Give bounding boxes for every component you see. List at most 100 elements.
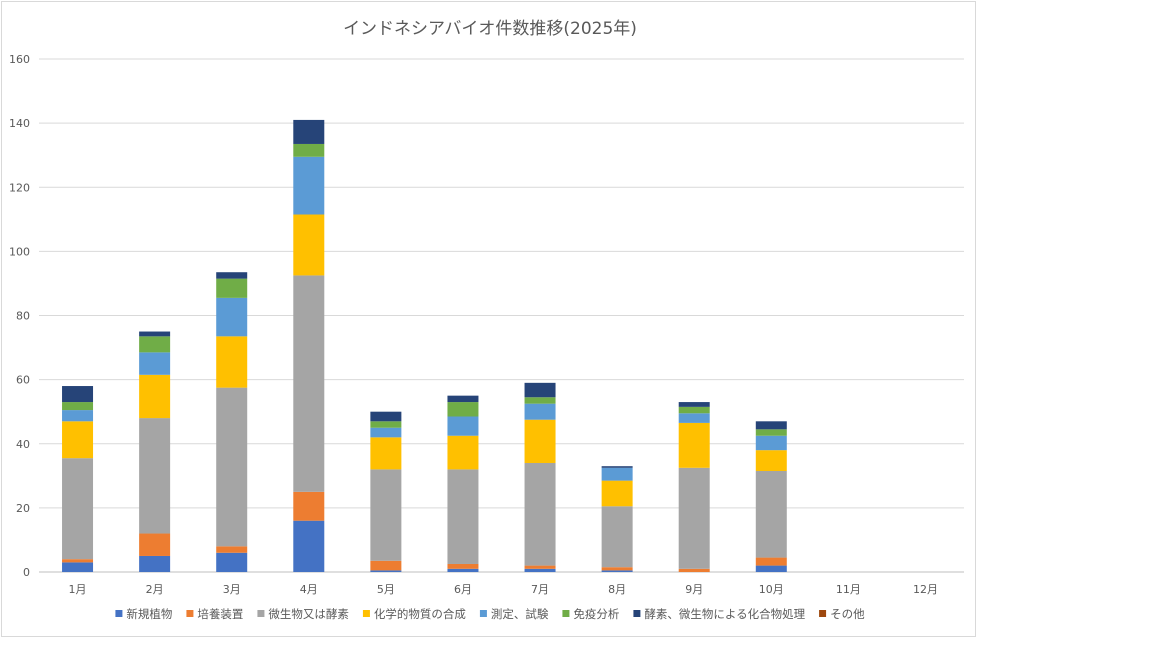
bars [62, 119, 787, 572]
bar-segment [370, 437, 402, 470]
y-tick-label: 160 [9, 53, 30, 66]
legend-label: 新規植物 [126, 607, 172, 621]
bar-segment [755, 565, 787, 572]
bar-segment [447, 402, 479, 417]
bar-segment [601, 466, 633, 468]
stacked-bar-chart: インドネシアバイオ件数推移(2025年) 0 20 40 60 80 100 120 140 1… [9, 19, 964, 621]
bar-segment [216, 278, 248, 298]
bar-segment [293, 214, 325, 276]
bar-segment [370, 469, 402, 561]
x-tick-label: 11月 [836, 583, 861, 596]
bar-segment [62, 386, 94, 403]
bar-segment [139, 352, 171, 375]
bar-segment [216, 272, 248, 279]
chart-frame: インドネシアバイオ件数推移(2025年) 0 20 40 60 80 100 120 140 1… [1, 1, 976, 637]
bar-segment [370, 427, 402, 438]
gridlines [39, 58, 964, 573]
bar-segment [447, 469, 479, 564]
x-tick-label: 4月 [300, 583, 318, 596]
bar-segment [601, 570, 633, 572]
legend: 新規植物 培養装置 微生物又は酵素 化学的物質の合成 測定、試験 免疫分析 酵素、微生物によ… [115, 607, 865, 621]
x-tick-label: 7月 [531, 583, 549, 596]
y-tick-label: 0 [23, 566, 30, 579]
y-tick-label: 40 [16, 438, 30, 451]
legend-label: 免疫分析 [573, 607, 619, 621]
bar-segment [139, 331, 171, 337]
y-tick-label: 20 [16, 502, 30, 515]
x-tick-label: 9月 [685, 583, 703, 596]
bar-segment [447, 395, 479, 403]
x-tick-label: 12月 [913, 583, 938, 596]
bar-segment [678, 467, 710, 569]
bar-segment [62, 458, 94, 560]
bar-segment [370, 421, 402, 428]
bar-segment [755, 429, 787, 436]
x-axis-ticks: 1月 2月 3月 4月 5月 6月 7月 8月 9月 10月 11月 12月 [69, 583, 938, 596]
bar-segment [62, 402, 94, 411]
bar-segment [139, 336, 171, 353]
legend-marker [819, 610, 827, 617]
bar-segment [524, 403, 556, 420]
x-tick-label: 2月 [146, 583, 164, 596]
bar-segment [447, 563, 479, 569]
bar-segment [678, 568, 710, 572]
bar-segment [447, 568, 479, 572]
bar-segment [370, 411, 402, 422]
bar-segment [755, 435, 787, 451]
x-tick-label: 6月 [454, 583, 472, 596]
bar-segment [216, 552, 248, 572]
bar-segment [293, 119, 325, 144]
bar-segment [216, 546, 248, 553]
bar-segment [601, 506, 633, 568]
legend-marker [257, 610, 265, 617]
bar-segment [601, 480, 633, 507]
legend-marker [115, 610, 123, 617]
x-tick-label: 10月 [759, 583, 784, 596]
bar-segment [678, 402, 710, 407]
legend-label: 測定、試験 [491, 607, 549, 621]
bar-segment [678, 413, 710, 423]
bar-segment [524, 419, 556, 463]
x-tick-label: 8月 [608, 583, 626, 596]
x-tick-label: 5月 [377, 583, 395, 596]
legend-label: 化学的物質の合成 [374, 607, 466, 621]
bar-segment [293, 275, 325, 492]
legend-marker [479, 610, 487, 617]
bar-segment [524, 397, 556, 404]
bar-segment [216, 336, 248, 388]
bar-segment [62, 559, 94, 563]
x-tick-label: 3月 [223, 583, 241, 596]
bar-segment [447, 435, 479, 470]
legend-marker [633, 610, 641, 617]
bar-segment [370, 560, 402, 571]
bar-segment [139, 555, 171, 572]
y-axis-ticks: 0 20 40 60 80 100 120 140 160 [9, 53, 30, 579]
chart-title: インドネシアバイオ件数推移(2025年) [343, 19, 637, 39]
x-tick-label: 1月 [69, 583, 87, 596]
legend-label: 酵素、微生物による化合物処理 [644, 607, 805, 621]
bar-segment [755, 421, 787, 430]
y-tick-label: 60 [16, 374, 30, 387]
bar-segment [370, 570, 402, 572]
bar-segment [524, 462, 556, 566]
bar-segment [524, 568, 556, 572]
bar-segment [524, 565, 556, 569]
y-tick-label: 100 [9, 245, 30, 258]
bar-segment [524, 382, 556, 398]
bar-segment [447, 416, 479, 436]
bar-segment [62, 562, 94, 572]
bar-segment [678, 406, 710, 414]
bar-segment [755, 471, 787, 558]
legend-label: その他 [830, 607, 865, 621]
bar-segment [293, 156, 325, 215]
bar-segment [62, 410, 94, 422]
bar-segment [293, 143, 325, 157]
legend-label: 微生物又は酵素 [268, 607, 349, 621]
y-tick-label: 140 [9, 117, 30, 130]
bar-segment [601, 467, 633, 481]
bar-segment [293, 520, 325, 572]
bar-segment [216, 297, 248, 337]
legend-marker [362, 610, 370, 617]
bar-segment [293, 491, 325, 521]
legend-label: 培養装置 [197, 607, 243, 621]
